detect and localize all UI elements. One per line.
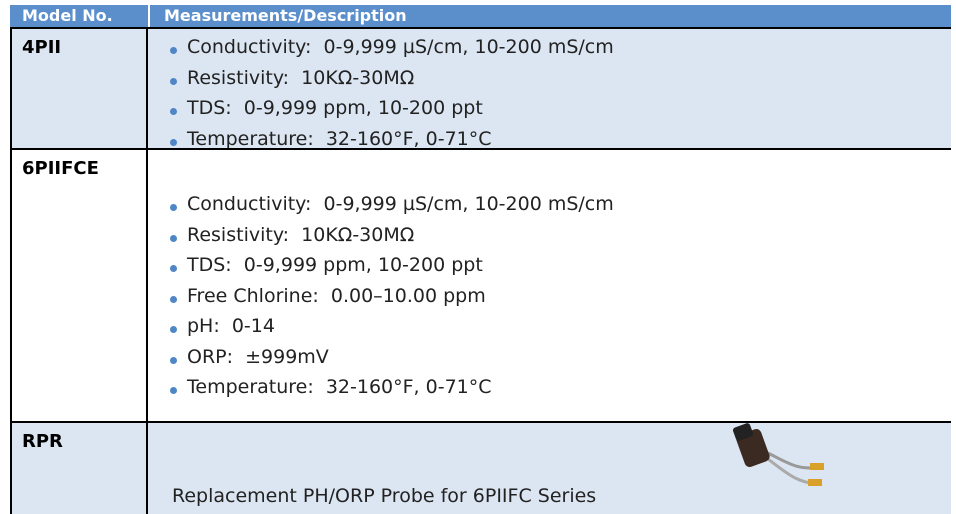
model-number: RPR bbox=[22, 431, 63, 452]
measurement: Resistivity: 10KΩ-30MΩ bbox=[187, 67, 414, 89]
measurement: Conductivity: 0-9,999 µS/cm, 10-200 mS/c… bbox=[187, 36, 614, 58]
bullet bbox=[170, 108, 177, 115]
description: Replacement PH/ORP Probe for 6PIIFC Seri… bbox=[172, 485, 596, 507]
table-row: 4PII Conductivity: 0-9,999 µS/cm, 10-200 … bbox=[10, 27, 951, 148]
measurement: Free Chlorine: 0.00–10.00 ppm bbox=[187, 285, 486, 307]
table-row: 6PIIFCE Conductivity: 0-9,999 µS/cm, 10-2… bbox=[10, 148, 951, 421]
measurement: TDS: 0-9,999 ppm, 10-200 ppt bbox=[187, 254, 483, 276]
bullet bbox=[170, 387, 177, 394]
bullet bbox=[170, 47, 177, 54]
bullet bbox=[170, 296, 177, 303]
bullet bbox=[170, 235, 177, 242]
table-row: RPR Replacement PH/ORP Probe for 6PIIFC S… bbox=[10, 421, 951, 514]
measurement: ORP: ±999mV bbox=[187, 346, 329, 368]
header-cell: Model No. bbox=[10, 5, 148, 27]
model-number: 6PIIFCE bbox=[22, 158, 99, 179]
measurement: Temperature: 32-160°F, 0-71°C bbox=[187, 128, 492, 150]
bullet bbox=[170, 78, 177, 85]
probe-image bbox=[728, 423, 828, 493]
bullet bbox=[170, 139, 177, 146]
bullet bbox=[170, 204, 177, 211]
measurement: Conductivity: 0-9,999 µS/cm, 10-200 mS/c… bbox=[187, 193, 614, 215]
page: Model No. Measurements/Description 4PII C… bbox=[0, 0, 956, 514]
header-cell: Measurements/Description bbox=[148, 5, 951, 27]
measurement: pH: 0-14 bbox=[187, 315, 275, 337]
bullet bbox=[170, 326, 177, 333]
measurement: Resistivity: 10KΩ-30MΩ bbox=[187, 224, 414, 246]
bullet bbox=[170, 265, 177, 272]
model-number: 4PII bbox=[22, 37, 61, 58]
measurement: TDS: 0-9,999 ppm, 10-200 ppt bbox=[187, 97, 483, 119]
measurement: Temperature: 32-160°F, 0-71°C bbox=[187, 376, 492, 398]
bullet bbox=[170, 357, 177, 364]
